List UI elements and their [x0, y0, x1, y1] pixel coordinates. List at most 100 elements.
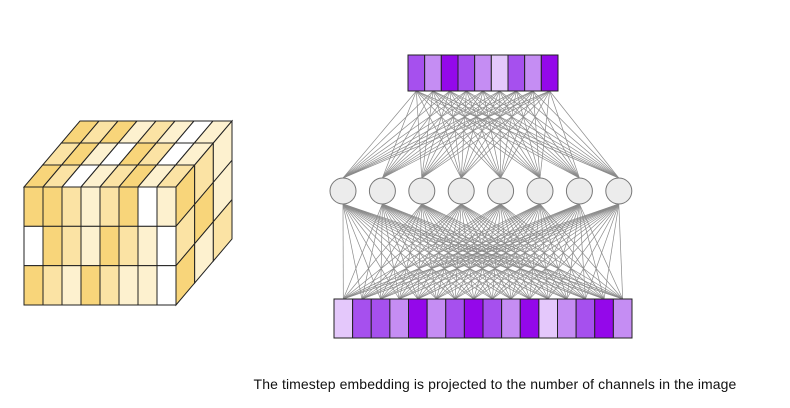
connection-edge [516, 90, 620, 179]
hidden-neuron [408, 177, 436, 205]
connection-edge [532, 90, 580, 179]
connection-edge [342, 90, 517, 179]
connection-edge [499, 90, 541, 179]
embedding-cell [612, 298, 633, 339]
connection-edge [510, 203, 541, 300]
connection-edge [343, 203, 501, 300]
connection-edge [492, 203, 580, 300]
connection-edge [343, 203, 462, 300]
connection-edge [342, 203, 549, 300]
cube-front-cell [23, 225, 44, 267]
output-channel-cell [407, 54, 426, 92]
embedding-cell [426, 298, 447, 339]
connection-edge [417, 203, 423, 300]
connection-edge [416, 90, 541, 179]
connection-edge [382, 203, 605, 300]
hidden-neuron [487, 177, 515, 205]
timestep-embedding-layer [333, 298, 633, 339]
embedding-cell [333, 298, 354, 339]
connection-edge [342, 90, 450, 179]
connection-edge [449, 90, 619, 179]
connection-edge [380, 203, 541, 300]
connection-edge [482, 90, 619, 179]
connection-edge [417, 203, 501, 300]
connection-edge [416, 90, 501, 179]
connection-edge [421, 203, 493, 300]
cube-front-cell [156, 186, 177, 227]
cube-front-cell [42, 225, 63, 267]
cube-front-cell [99, 186, 120, 227]
connection-edge [499, 90, 620, 179]
connection-edge [566, 203, 580, 300]
connection-edge [382, 203, 474, 300]
connection-edge [342, 203, 383, 300]
connection-edge [342, 203, 567, 300]
cube-front-cell [23, 265, 44, 306]
connection-edge [466, 90, 541, 179]
cube-side-cell [212, 198, 233, 263]
embedding-cell [557, 298, 577, 339]
embedding-cell [445, 298, 465, 339]
connection-edge [421, 203, 586, 300]
connection-edge [417, 203, 619, 300]
connection-edge [361, 203, 423, 300]
connection-edge [421, 203, 456, 300]
connection-edge [460, 90, 550, 179]
connection-edge [460, 203, 512, 300]
connection-edge [460, 90, 484, 179]
connection-edge [343, 203, 541, 300]
connection-edge [382, 203, 419, 300]
output-channel-cell [457, 54, 476, 92]
connection-edge [532, 90, 541, 179]
connection-edge [382, 90, 417, 179]
connection-edge [460, 203, 568, 300]
connection-edge [361, 203, 541, 300]
connection-edge [491, 203, 501, 300]
cube-front-cell [118, 265, 139, 306]
connection-edge [343, 203, 580, 300]
cube-front-cell [80, 186, 101, 227]
hidden-neuron [368, 177, 396, 205]
connection-edge [454, 203, 541, 300]
connection-edge [449, 90, 462, 179]
connection-edge [603, 203, 620, 300]
embedding-cell [482, 298, 503, 339]
image-tensor-cube [22, 119, 234, 307]
connection-edge [343, 203, 423, 300]
connection-edge [473, 203, 619, 300]
cube-front-cell [99, 265, 120, 306]
embedding-cell [389, 298, 409, 339]
embedding-cell [538, 298, 558, 339]
connection-edge [380, 203, 580, 300]
connection-edge [342, 90, 500, 179]
connection-edge [421, 203, 568, 300]
connection-edge [421, 90, 467, 179]
cube-front-cell [42, 186, 63, 227]
connection-edge [382, 90, 517, 179]
embedding-cell [519, 298, 540, 339]
connection-edge [382, 90, 534, 179]
connection-edge [515, 90, 541, 179]
connection-edge [579, 203, 624, 300]
output-channel-cell [474, 54, 492, 92]
connection-edge [399, 203, 619, 300]
connection-edge [454, 203, 619, 300]
connection-edge [500, 203, 512, 300]
output-channel-cell [490, 54, 509, 92]
connection-edge [460, 203, 530, 300]
connection-edge [432, 90, 580, 179]
connection-edge [361, 203, 383, 300]
connection-edge [529, 203, 620, 300]
input-connections [342, 203, 624, 300]
connection-edge [449, 90, 541, 179]
cube-front-cell [80, 225, 101, 267]
connection-edge [382, 90, 500, 179]
connection-edge [382, 90, 484, 179]
connection-edge [466, 90, 501, 179]
connection-edge [398, 203, 423, 300]
connection-edge [382, 90, 434, 179]
embedding-cell [408, 298, 428, 339]
hidden-neuron [526, 177, 554, 205]
connection-edge [432, 90, 619, 179]
